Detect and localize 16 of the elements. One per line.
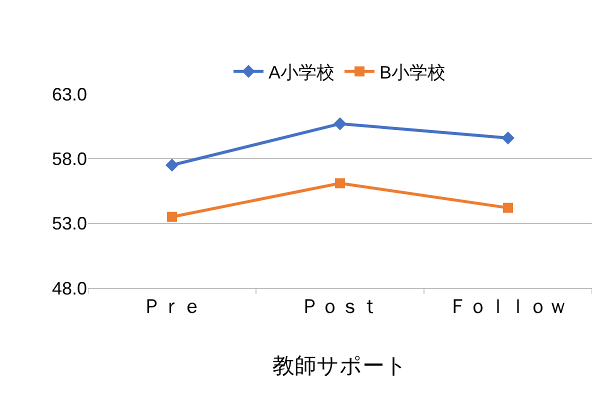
point	[503, 202, 513, 213]
point	[334, 117, 346, 130]
x-tick-label: Ｆｏｌｌｏｗ	[448, 296, 568, 318]
y-tick-label: 48.0	[52, 278, 87, 298]
y-tick-label: 63.0	[52, 84, 87, 104]
x-tick-label: Ｐｒｅ	[142, 296, 202, 318]
point	[166, 158, 178, 172]
legend-label: A小学校	[268, 62, 335, 82]
point	[502, 131, 514, 144]
y-tick-label: 58.0	[52, 148, 87, 169]
point	[167, 212, 177, 222]
legend-label: B小学校	[380, 62, 446, 82]
point	[335, 178, 345, 188]
y-tick-label: 53.0	[52, 214, 87, 234]
x-axis-title: 教師サポート	[272, 354, 408, 379]
x-tick-label: Ｐｏｓｔ	[300, 296, 380, 318]
